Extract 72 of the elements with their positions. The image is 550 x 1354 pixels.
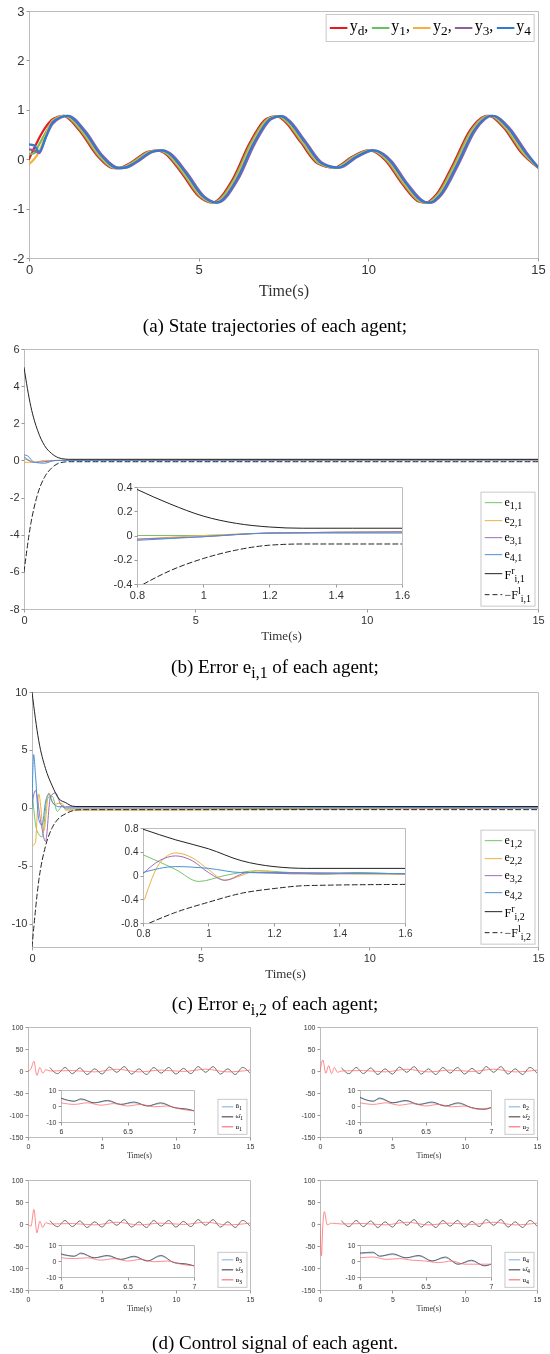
legend-label: e$_{1,2}$ — [504, 832, 523, 850]
x-tick-label: 15 — [532, 613, 545, 626]
y-tick-label: 5 — [21, 743, 28, 756]
y-tick-label: 0 — [21, 801, 28, 814]
x-tick-label: 1.6 — [394, 588, 411, 601]
x-tick-label: 1.4 — [328, 588, 344, 601]
y-tick-label: -0.4 — [113, 577, 133, 590]
y-tick-label: 0.4 — [117, 480, 133, 493]
x-tick-label: 10 — [361, 613, 374, 626]
y-tick-label: 0.2 — [117, 504, 133, 517]
y-tick-label: 4 — [13, 379, 20, 392]
y-tick-label: -2 — [9, 491, 20, 504]
x-tick-label: 1 — [200, 588, 207, 601]
y-tick-label: -5 — [17, 859, 28, 872]
y-tick-label: 0 — [126, 529, 133, 541]
y-tick-label: -0.2 — [113, 553, 133, 566]
y-tick-label: 2 — [17, 52, 25, 68]
y-tick-label: 0 — [13, 453, 20, 466]
x-tick-label: 1.2 — [262, 588, 278, 601]
x-tick-label: 1.4 — [333, 927, 348, 939]
y-tick-label: -10 — [11, 917, 28, 930]
x-tick-label: 0 — [29, 951, 36, 964]
x-tick-label: 1.2 — [267, 927, 282, 939]
x-axis-title: Time(s) — [416, 1303, 442, 1313]
x-axis-title: Time(s) — [126, 1150, 153, 1160]
x-tick-label: 1.6 — [398, 927, 413, 939]
x-tick-label: 10 — [363, 951, 376, 964]
y-tick-label: 2 — [13, 416, 20, 429]
x-tick-label: 10 — [361, 261, 377, 277]
y-tick-label: -8 — [9, 602, 20, 615]
y-tick-label: 0.8 — [124, 822, 139, 834]
x-axis-title: Time(s) — [258, 281, 310, 300]
y-tick-label: 1 — [17, 102, 25, 118]
y-tick-label: -0.4 — [121, 893, 139, 905]
y-tick-label: -2 — [12, 250, 25, 266]
x-tick-label: 5 — [195, 261, 203, 277]
legend-label: y$_{2}$, — [432, 17, 452, 40]
legend-label: y$_{4}$ — [516, 17, 531, 40]
legend-label: e$_{3,1}$ — [504, 529, 523, 546]
legend-label: e$_{3,2}$ — [504, 867, 523, 884]
x-tick-label: 5 — [198, 951, 205, 964]
x-tick-label: 1 — [206, 927, 213, 939]
y-tick-label: 0 — [132, 870, 139, 881]
legend-label: e$_{1,1}$ — [504, 494, 523, 512]
y-tick-label: -6 — [9, 565, 20, 578]
legend-label: y$_{d}$, — [349, 17, 369, 40]
x-axis-title: Time(s) — [416, 1150, 442, 1160]
x-tick-label: 15 — [532, 951, 545, 964]
legend-label: e$_{4,1}$ — [504, 546, 523, 564]
x-axis-title: Time(s) — [265, 965, 306, 981]
y-tick-label: 6 — [13, 342, 20, 355]
legend-label: e$_{4,2}$ — [504, 884, 523, 902]
y-tick-label: -4 — [9, 528, 20, 541]
text: (c) Error e$_{i,2}$ of each agent; — [171, 993, 379, 1019]
legend-label: y$_{3}$, — [474, 17, 494, 40]
y-tick-label: 0 — [17, 151, 25, 167]
y-tick-label: -0.8 — [121, 917, 139, 929]
y-tick-label: 0.4 — [124, 846, 139, 858]
x-tick-label: 5 — [192, 613, 199, 626]
text: (d) Control signal of each agent. — [152, 1332, 398, 1354]
x-axis-title: Time(s) — [261, 627, 302, 643]
x-tick-label: 0.8 — [136, 927, 151, 939]
x-tick-label: 15 — [531, 261, 546, 277]
legend-label: e$_{2,1}$ — [504, 512, 523, 529]
y-tick-label: 10 — [15, 685, 28, 698]
legend-label: e$_{2,2}$ — [504, 850, 523, 867]
text: (b) Error e$_{i,1}$ of each agent; — [171, 656, 379, 682]
y-tick-label: 3 — [17, 3, 25, 19]
y-tick-label: -1 — [12, 201, 25, 217]
text: (a) State trajectories of each agent; — [142, 315, 408, 337]
x-axis-title: Time(s) — [126, 1303, 153, 1313]
legend-label: y$_{1}$, — [391, 17, 410, 40]
